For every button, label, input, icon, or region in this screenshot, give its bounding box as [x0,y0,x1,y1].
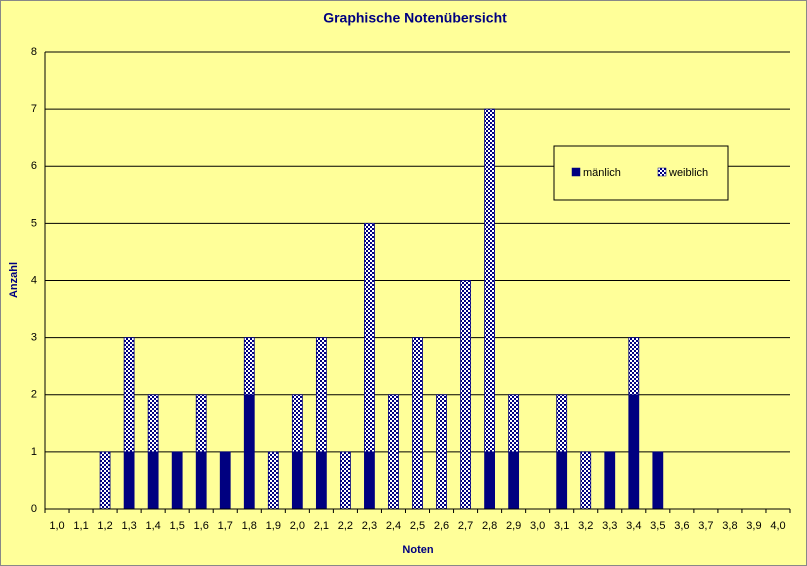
y-tick-label: 1 [31,446,37,458]
bar [364,222,375,453]
bar [219,451,231,510]
x-tick-label: 3,7 [698,520,713,532]
x-tick-label: 2,0 [290,520,305,532]
x-tick-label: 2,2 [338,520,353,532]
x-tick-label: 2,9 [506,520,521,532]
bar [604,451,616,510]
x-tick-label: 3,0 [530,520,545,532]
x-tick-label: 1,9 [266,520,281,532]
bar [364,451,375,510]
bar [508,451,520,510]
legend-swatch [657,167,667,177]
bar [195,451,207,510]
x-tick-label: 3,9 [746,520,761,532]
x-tick-label: 3,2 [578,520,593,532]
chart-title: Graphische Notenübersicht [323,10,507,26]
bar [147,451,159,510]
bar [556,451,568,510]
x-tick-label: 1,1 [73,520,88,532]
bar [484,108,495,453]
legend-box [553,145,729,201]
x-tick-label: 3,1 [554,520,569,532]
bar [460,280,471,510]
bar [436,394,447,510]
bar [388,394,399,510]
bar [580,451,592,510]
x-tick-label: 1,3 [121,520,136,532]
legend-label: mänlich [583,167,621,179]
legend-label: weiblich [668,167,708,179]
y-axis-label: Anzahl [8,262,20,298]
x-tick-label: 2,3 [362,520,377,532]
y-tick-label: 6 [31,160,37,172]
bar [147,394,159,453]
x-tick-label: 3,8 [722,520,737,532]
bar [340,451,351,510]
x-tick-label: 3,6 [674,520,689,532]
bar [243,337,255,396]
bar [195,394,207,453]
legend-swatch [571,167,581,177]
bar [315,451,327,510]
y-tick-label: 8 [31,46,37,58]
x-tick-label: 2,5 [410,520,425,532]
x-tick-label: 1,2 [97,520,112,532]
x-tick-label: 1,0 [49,520,64,532]
y-tick-label: 5 [31,217,37,229]
x-tick-label: 2,6 [434,520,449,532]
bar [267,451,279,510]
y-tick-label: 3 [31,332,37,344]
y-tick-label: 0 [31,503,37,515]
x-tick-label: 1,7 [218,520,233,532]
bar [652,451,664,510]
bar [123,337,135,453]
x-tick-label: 2,7 [458,520,473,532]
bar [99,451,111,510]
x-tick-label: 1,6 [194,520,209,532]
y-tick-label: 4 [31,274,37,286]
bar [291,451,303,510]
bar [123,451,135,510]
x-tick-label: 1,5 [170,520,185,532]
x-tick-label: 2,1 [314,520,329,532]
x-tick-label: 2,4 [386,520,401,532]
bar [171,451,183,510]
y-tick-label: 2 [31,389,37,401]
y-tick-label: 7 [31,103,37,115]
x-tick-label: 4,0 [770,520,785,532]
x-tick-label: 1,8 [242,520,257,532]
x-tick-label: 3,3 [602,520,617,532]
bar [628,337,640,396]
bar [315,337,327,453]
x-tick-label: 3,4 [626,520,641,532]
x-tick-label: 3,5 [650,520,665,532]
bar [291,394,303,453]
bar [628,394,640,510]
x-tick-label: 2,8 [482,520,497,532]
bar [484,451,495,510]
bar [412,337,423,510]
x-tick-label: 1,4 [145,520,160,532]
bar [556,394,568,453]
bar [508,394,520,453]
bar [243,394,255,510]
x-axis-label: Noten [402,544,433,556]
